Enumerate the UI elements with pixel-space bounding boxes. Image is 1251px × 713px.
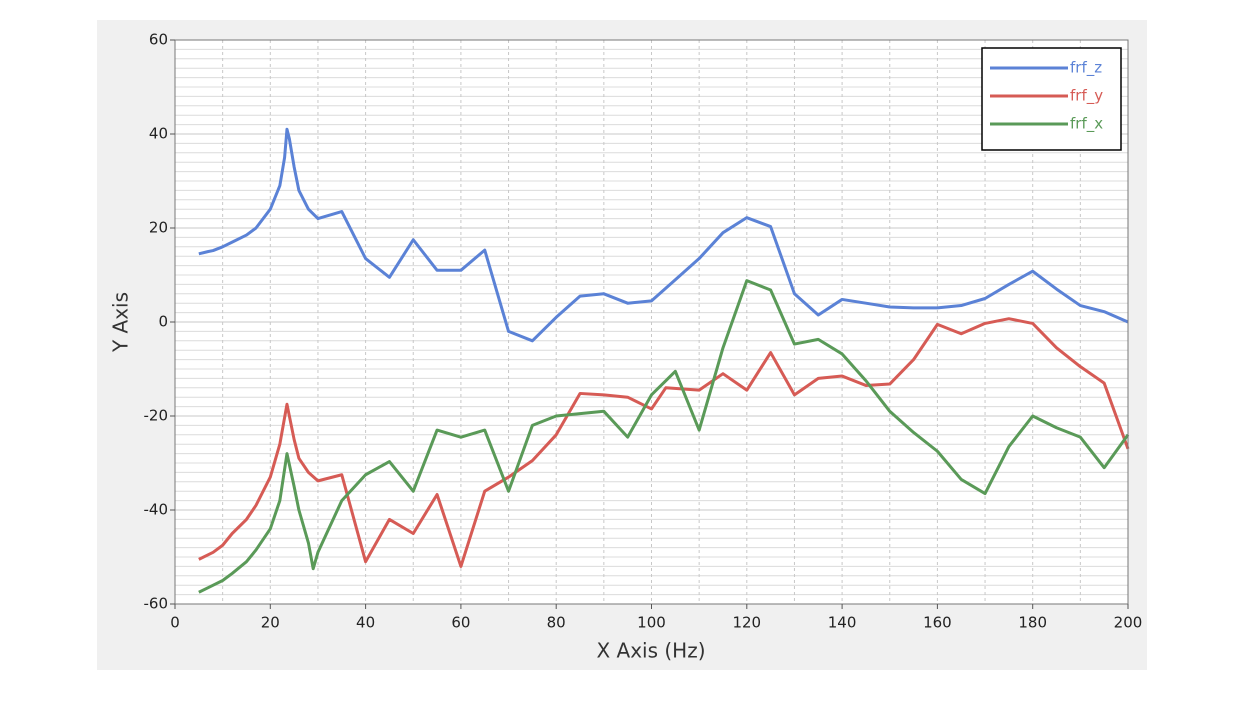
x-tick-label: 180: [1018, 614, 1047, 632]
lines: [198, 127, 1130, 594]
legend-label: frf_x: [1070, 115, 1103, 134]
x-tick-label: 0: [170, 614, 180, 632]
legend-box: [981, 47, 1122, 151]
x-tick-label: 140: [828, 614, 857, 632]
x-tick-label: 60: [451, 614, 470, 632]
legend-label: frf_y: [1070, 87, 1103, 106]
series-line: [198, 279, 1130, 594]
y-tick-label: 0: [158, 313, 168, 331]
series-line: [198, 127, 1129, 343]
y-tick-label: 60: [149, 31, 168, 49]
ticks: -60 -40 -20 0 20 40 60 0 20 40 60 80 100 120 140 160 180…: [144, 31, 1143, 632]
x-tick-label: 20: [261, 614, 280, 632]
x-tick-label: 120: [732, 614, 761, 632]
x-tick-label: 100: [637, 614, 666, 632]
grid: [174, 39, 1129, 605]
legend: frf_z frf_y frf_x: [981, 47, 1122, 151]
legend-label: frf_z: [1070, 59, 1102, 78]
y-tick-label: 40: [149, 125, 168, 143]
y-tick-label: 20: [149, 219, 168, 237]
y-tick-label: -40: [144, 501, 169, 519]
x-axis-title: X Axis (Hz): [596, 639, 705, 663]
x-tick-label: 40: [356, 614, 375, 632]
y-tick-label: -20: [144, 407, 169, 425]
x-tick-label: 80: [547, 614, 566, 632]
x-tick-label: 200: [1114, 614, 1143, 632]
y-axis-title: Y Axis: [109, 292, 133, 353]
x-tick-label: 160: [923, 614, 952, 632]
y-tick-label: -60: [144, 595, 169, 613]
